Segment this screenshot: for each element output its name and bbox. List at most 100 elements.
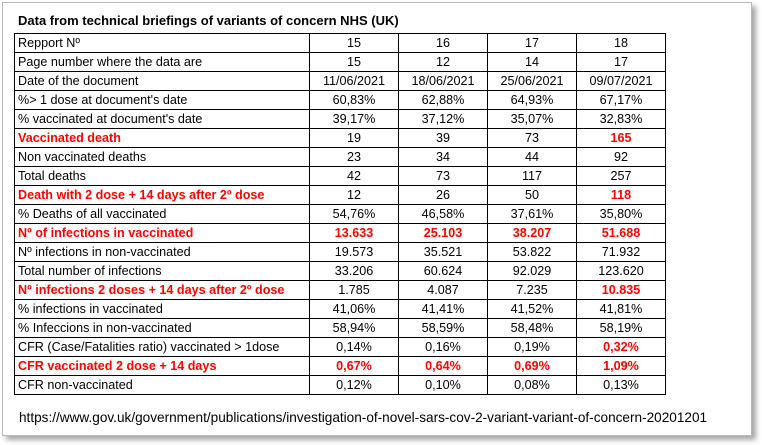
table-cell: 23 — [309, 147, 399, 167]
table-cell: 12 — [398, 52, 488, 72]
table-cell: 0,67% — [309, 356, 399, 376]
table-cell: 12 — [309, 185, 399, 205]
table-cell: 35.521 — [398, 242, 488, 262]
table-cell: 117 — [487, 166, 577, 186]
table-row: Death with 2 dose + 14 days after 2º dos… — [14, 185, 666, 205]
table-row: Repport Nº 15 16 17 18 — [14, 33, 666, 53]
table-cell: 41,06% — [309, 299, 399, 319]
table-row: % infections in vaccinated 41,06% 41,41% 41… — [14, 299, 666, 319]
table-cell: 15 — [309, 52, 399, 72]
table-cell: 0,08% — [487, 375, 577, 395]
table-cell: 257 — [576, 166, 666, 186]
table-cell: 73 — [398, 166, 488, 186]
row-label: Page number where the data are — [14, 52, 310, 72]
document-title: Data from technical briefings of variant… — [18, 13, 399, 28]
row-label: Nº of infections in vaccinated — [14, 223, 310, 243]
table-cell: 1.785 — [309, 280, 399, 300]
table-cell: 0,19% — [487, 337, 577, 357]
table-cell: 0,64% — [398, 356, 488, 376]
table-cell: 7.235 — [487, 280, 577, 300]
table-row: Nº of infections in vaccinated 13.633 25.1… — [14, 223, 666, 243]
row-label: %> 1 dose at document's date — [14, 90, 310, 110]
row-label: % Deaths of all vaccinated — [14, 204, 310, 224]
table-cell: 92 — [576, 147, 666, 167]
table-cell: 25/06/2021 — [487, 71, 577, 91]
table-cell: 10.835 — [576, 280, 666, 300]
table-cell: 64,93% — [487, 90, 577, 110]
table-row: CFR vaccinated 2 dose + 14 days 0,67% 0,64… — [14, 356, 666, 376]
table-cell: 4.087 — [398, 280, 488, 300]
row-label: Nº infections in non-vaccinated — [14, 242, 310, 262]
table-cell: 60,83% — [309, 90, 399, 110]
table-cell: 62,88% — [398, 90, 488, 110]
table-row: Vaccinated death 19 39 73 165 — [14, 128, 666, 148]
table-cell: 60.624 — [398, 261, 488, 281]
table-row: % Infeccions in non-vaccinated 58,94% 58,5… — [14, 318, 666, 338]
table-row: Total deaths 42 73 117 257 — [14, 166, 666, 186]
table-cell: 42 — [309, 166, 399, 186]
table-cell: 35,80% — [576, 204, 666, 224]
row-label: Repport Nº — [14, 33, 310, 53]
table-cell: 37,12% — [398, 109, 488, 129]
table-cell: 123.620 — [576, 261, 666, 281]
table-cell: 13.633 — [309, 223, 399, 243]
table-cell: 118 — [576, 185, 666, 205]
table-cell: 19 — [309, 128, 399, 148]
table-cell: 46,58% — [398, 204, 488, 224]
table-row: Non vaccinated deaths 23 34 44 92 — [14, 147, 666, 167]
table-cell: 33.206 — [309, 261, 399, 281]
table-cell: 0,10% — [398, 375, 488, 395]
table-cell: 39 — [398, 128, 488, 148]
table-cell: 37,61% — [487, 204, 577, 224]
table-cell: 58,59% — [398, 318, 488, 338]
row-label: Non vaccinated deaths — [14, 147, 310, 167]
table-cell: 44 — [487, 147, 577, 167]
table-cell: 58,94% — [309, 318, 399, 338]
table-cell: 0,12% — [309, 375, 399, 395]
row-label: CFR (Case/Fatalities ratio) vaccinated >… — [14, 337, 310, 357]
row-label: Total number of infections — [14, 261, 310, 281]
table-cell: 41,41% — [398, 299, 488, 319]
row-label: CFR vaccinated 2 dose + 14 days — [14, 356, 310, 376]
table-cell: 0,13% — [576, 375, 666, 395]
table-cell: 53.822 — [487, 242, 577, 262]
row-label: Death with 2 dose + 14 days after 2º dos… — [14, 185, 310, 205]
table-row: % vaccinated at document's date 39,17% 37,… — [14, 109, 666, 129]
row-label: Vaccinated death — [14, 128, 310, 148]
table-cell: 18 — [576, 33, 666, 53]
row-label: Total deaths — [14, 166, 310, 186]
table-cell: 19.573 — [309, 242, 399, 262]
table-cell: 54,76% — [309, 204, 399, 224]
table-cell: 17 — [576, 52, 666, 72]
table-cell: 32,83% — [576, 109, 666, 129]
table-cell: 0,14% — [309, 337, 399, 357]
table-cell: 1,09% — [576, 356, 666, 376]
document-frame: Data from technical briefings of variant… — [2, 2, 752, 436]
table-cell: 67,17% — [576, 90, 666, 110]
table-cell: 0,69% — [487, 356, 577, 376]
table-cell: 26 — [398, 185, 488, 205]
table-cell: 71.932 — [576, 242, 666, 262]
source-url: https://www.gov.uk/government/publicatio… — [19, 410, 708, 425]
table-cell: 0,16% — [398, 337, 488, 357]
table-cell: 16 — [398, 33, 488, 53]
row-label: CFR non-vaccinated — [14, 375, 310, 395]
table-cell: 58,19% — [576, 318, 666, 338]
table-cell: 165 — [576, 128, 666, 148]
table-body: Repport Nº 15 16 17 18 Page number where the … — [14, 33, 666, 395]
row-label: % infections in vaccinated — [14, 299, 310, 319]
table-cell: 50 — [487, 185, 577, 205]
table-cell: 51.688 — [576, 223, 666, 243]
table-row: Total number of infections 33.206 60.624 92… — [14, 261, 666, 281]
table-cell: 11/06/2021 — [309, 71, 399, 91]
table-cell: 92.029 — [487, 261, 577, 281]
table-cell: 09/07/2021 — [576, 71, 666, 91]
table-cell: 41,52% — [487, 299, 577, 319]
table-cell: 17 — [487, 33, 577, 53]
table-cell: 14 — [487, 52, 577, 72]
table-row: CFR (Case/Fatalities ratio) vaccinated >… — [14, 337, 666, 357]
table-row: Date of the document 11/06/2021 18/06/2021… — [14, 71, 666, 91]
table-cell: 25.103 — [398, 223, 488, 243]
variants-data-table: Repport Nº 15 16 17 18 Page number where the … — [14, 33, 666, 395]
table-row: Page number where the data are 15 12 14 17 — [14, 52, 666, 72]
